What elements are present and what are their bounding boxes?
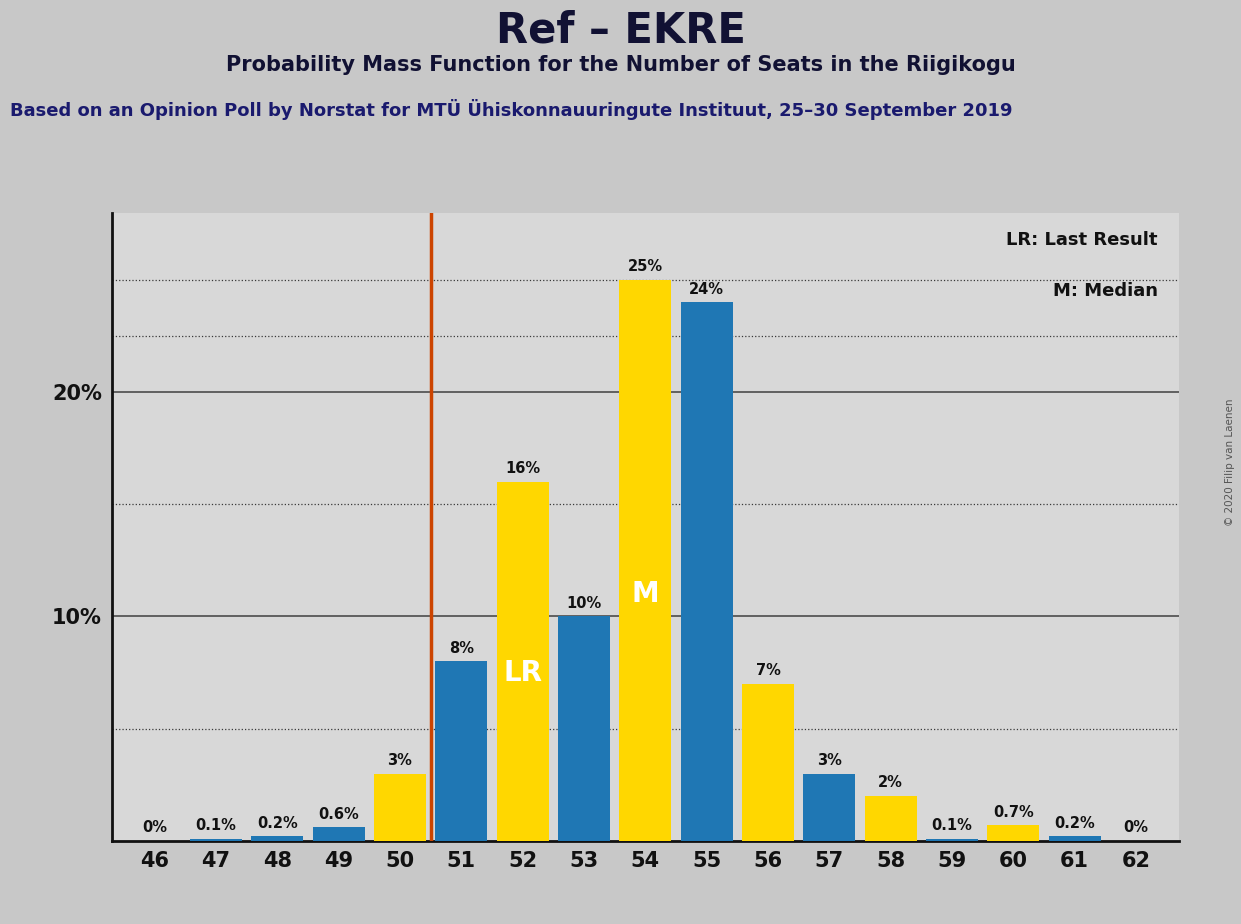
Text: Based on an Opinion Poll by Norstat for MTÜ Ühiskonnauuringute Instituut, 25–30 : Based on an Opinion Poll by Norstat for … bbox=[10, 99, 1013, 120]
Text: 7%: 7% bbox=[756, 663, 781, 678]
Text: © 2020 Filip van Laenen: © 2020 Filip van Laenen bbox=[1225, 398, 1235, 526]
Text: 0.1%: 0.1% bbox=[196, 818, 236, 833]
Bar bbox=[865, 796, 917, 841]
Text: 25%: 25% bbox=[628, 260, 663, 274]
Bar bbox=[680, 302, 732, 841]
Text: 3%: 3% bbox=[817, 753, 841, 768]
Bar bbox=[190, 839, 242, 841]
Text: 0.2%: 0.2% bbox=[1055, 816, 1095, 831]
Text: 0%: 0% bbox=[1123, 821, 1148, 835]
Text: 3%: 3% bbox=[387, 753, 412, 768]
Bar bbox=[374, 773, 426, 841]
Text: LR: LR bbox=[503, 659, 542, 687]
Text: LR: Last Result: LR: Last Result bbox=[1006, 231, 1158, 249]
Bar bbox=[988, 825, 1040, 841]
Bar bbox=[1049, 836, 1101, 841]
Bar bbox=[496, 481, 549, 841]
Text: Ref – EKRE: Ref – EKRE bbox=[495, 9, 746, 51]
Text: 8%: 8% bbox=[449, 640, 474, 656]
Bar bbox=[926, 839, 978, 841]
Bar bbox=[436, 662, 488, 841]
Text: M: M bbox=[632, 580, 659, 608]
Text: M: Median: M: Median bbox=[1052, 282, 1158, 299]
Bar bbox=[313, 827, 365, 841]
Bar bbox=[619, 280, 671, 841]
Bar bbox=[251, 836, 303, 841]
Text: 0.6%: 0.6% bbox=[318, 807, 359, 821]
Text: 10%: 10% bbox=[566, 596, 602, 611]
Text: 2%: 2% bbox=[879, 775, 903, 790]
Text: 16%: 16% bbox=[505, 461, 540, 476]
Text: 0.1%: 0.1% bbox=[932, 818, 973, 833]
Bar bbox=[803, 773, 855, 841]
Text: 0%: 0% bbox=[143, 821, 168, 835]
Text: 24%: 24% bbox=[689, 282, 725, 297]
Bar bbox=[558, 616, 611, 841]
Bar bbox=[742, 684, 794, 841]
Text: 0.7%: 0.7% bbox=[993, 805, 1034, 820]
Text: 0.2%: 0.2% bbox=[257, 816, 298, 831]
Text: Probability Mass Function for the Number of Seats in the Riigikogu: Probability Mass Function for the Number… bbox=[226, 55, 1015, 76]
